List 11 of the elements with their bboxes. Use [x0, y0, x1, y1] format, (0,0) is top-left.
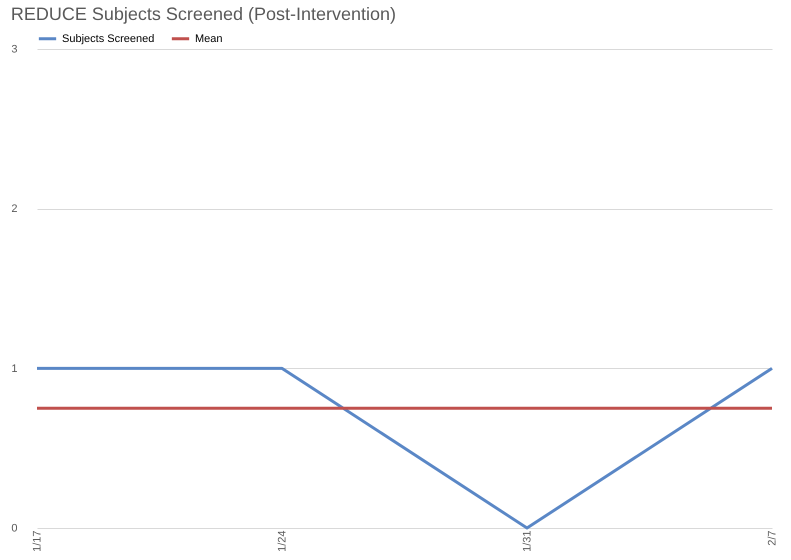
y-tick-label: 1	[11, 362, 18, 375]
legend-label: Mean	[195, 32, 223, 45]
x-tick-label: 1/24	[276, 530, 288, 552]
chart-title: REDUCE Subjects Screened (Post-Intervention)	[10, 4, 396, 24]
y-tick-label: 3	[11, 44, 18, 56]
x-tick-label: 1/31	[522, 530, 534, 552]
legend-label: Subjects Screened	[62, 32, 154, 45]
x-tick-label: 1/17	[32, 530, 44, 552]
y-tick-label: 0	[11, 522, 18, 534]
y-tick-label: 2	[11, 203, 18, 216]
x-tick-label: 2/7	[766, 530, 778, 546]
